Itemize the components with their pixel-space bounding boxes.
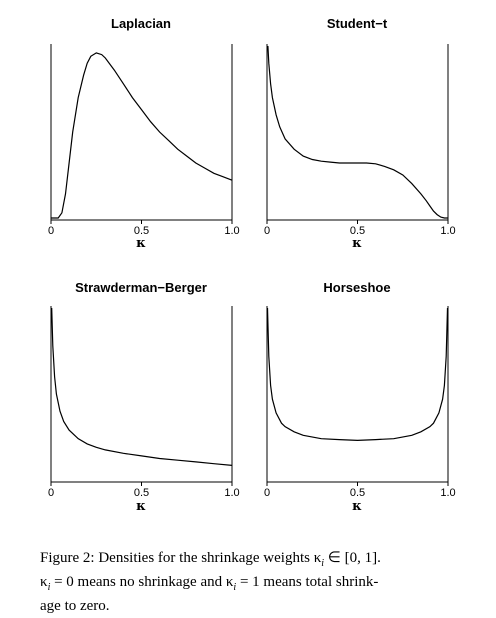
caption-subscript: i (233, 582, 237, 593)
density-curve (266, 307, 449, 442)
density-curve (51, 307, 233, 466)
x-tick-label: 0.5 (134, 225, 149, 237)
x-tick-label: 1.0 (224, 487, 239, 499)
x-tick-label: 0 (264, 487, 270, 499)
x-axis-label: κ (136, 499, 146, 514)
density-curve (51, 52, 233, 219)
x-tick-label: 0 (264, 225, 270, 237)
x-ticks: 0 0.5 1.0 (264, 220, 456, 237)
caption-subscript: i (321, 558, 325, 569)
caption-text: κ (40, 574, 48, 590)
x-axis-label: κ (352, 236, 362, 251)
caption-line-2: κi = 0 means no shrinkage and κi = 1 mea… (40, 573, 486, 597)
axis-frame (266, 306, 449, 483)
panel-student-t: Student−t 0 0.5 1.0 κ (264, 16, 456, 251)
caption-text: age to zero. (40, 598, 110, 614)
x-axis-label: κ (352, 499, 362, 514)
figure-caption: Figure 2: Densities for the shrinkage we… (40, 549, 486, 616)
panel-title: Student−t (327, 16, 388, 31)
caption-line-3: age to zero. (40, 597, 486, 616)
x-tick-label: 0 (48, 225, 54, 237)
panel-title: Strawderman−Berger (75, 280, 207, 295)
panel-strawderman-berger: Strawderman−Berger 0 0.5 1.0 κ (48, 280, 240, 514)
panel-horseshoe: Horseshoe 0 0.5 1.0 κ (264, 280, 456, 514)
x-ticks: 0 0.5 1.0 (264, 482, 456, 499)
x-tick-label: 1.0 (440, 487, 455, 499)
density-curve (267, 45, 448, 219)
x-tick-label: 1.0 (224, 225, 239, 237)
x-tick-label: 0.5 (350, 225, 365, 237)
panel-title: Horseshoe (323, 280, 390, 295)
x-tick-label: 0 (48, 487, 54, 499)
x-ticks: 0 0.5 1.0 (48, 220, 240, 237)
panel-laplacian: Laplacian 0 0.5 1.0 κ (48, 16, 240, 251)
axis-frame (50, 44, 233, 221)
x-tick-label: 1.0 (440, 225, 455, 237)
x-ticks: 0 0.5 1.0 (48, 482, 240, 499)
figure-panels: Laplacian 0 0.5 1.0 κ Student−t 0 0.5 1.0 κ … (48, 16, 456, 514)
caption-text: ∈ [0, 1]. (324, 550, 381, 566)
caption-text: Figure 2: Densities for the shrinkage we… (40, 550, 322, 566)
caption-text: = 1 means total shrink- (236, 574, 379, 590)
panel-title: Laplacian (111, 16, 171, 31)
caption-text: = 0 means no shrinkage and κ (50, 574, 234, 590)
x-tick-label: 0.5 (134, 487, 149, 499)
x-tick-label: 0.5 (350, 487, 365, 499)
caption-line-1: Figure 2: Densities for the shrinkage we… (40, 549, 486, 573)
x-axis-label: κ (136, 236, 146, 251)
caption-subscript: i (47, 582, 51, 593)
